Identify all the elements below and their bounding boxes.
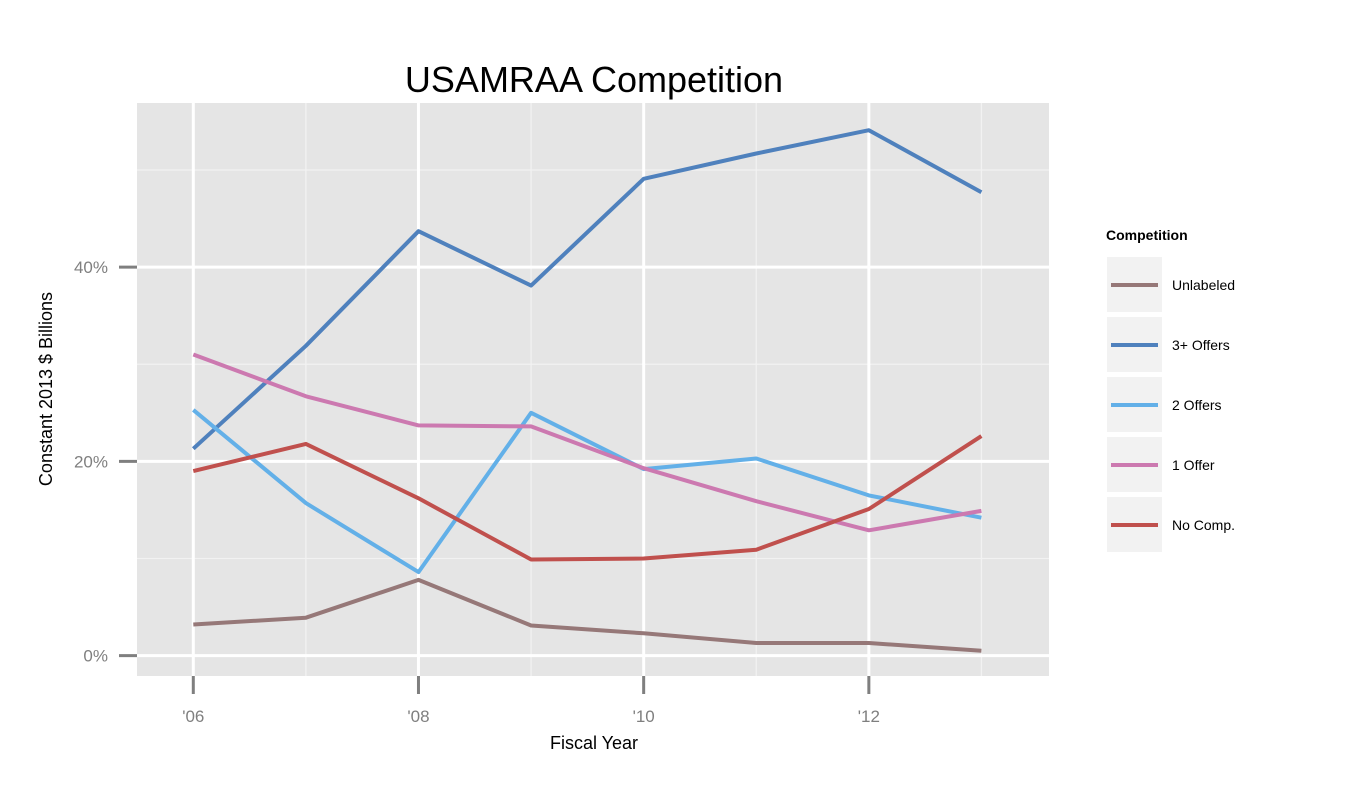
series-line-unlabeled bbox=[193, 577, 982, 653]
legend-label: 3+ Offers bbox=[1172, 337, 1230, 353]
x-tick-label: '10 bbox=[633, 707, 655, 726]
series-line-no-comp bbox=[192, 434, 983, 562]
y-tick-label: 0% bbox=[83, 647, 108, 666]
legend-title: Competition bbox=[1106, 227, 1188, 243]
legend-label: No Comp. bbox=[1172, 517, 1235, 533]
series-layer bbox=[191, 128, 983, 653]
series-line-1-offer bbox=[192, 352, 982, 533]
x-axis-label: Fiscal Year bbox=[550, 733, 638, 753]
grid-layer bbox=[137, 103, 1049, 676]
axis-layer: 0% 20% 40% '06 '08 '10 '12 bbox=[74, 258, 880, 726]
x-tick-label: '06 bbox=[182, 707, 204, 726]
y-tick-label: 20% bbox=[74, 452, 108, 471]
legend-items: Unlabeled 3+ Offers 2 Offers 1 Offer No Comp… bbox=[1107, 257, 1235, 552]
series-line-3-offers bbox=[191, 128, 983, 451]
legend-label: 2 Offers bbox=[1172, 397, 1222, 413]
x-tick-label: '12 bbox=[858, 707, 880, 726]
plot-panel bbox=[137, 103, 1049, 676]
legend-label: 1 Offer bbox=[1172, 457, 1215, 473]
legend-label: Unlabeled bbox=[1172, 277, 1235, 293]
x-tick-label: '08 bbox=[407, 707, 429, 726]
legend: Competition Unlabeled 3+ Offers 2 Offers 1 … bbox=[1106, 227, 1235, 552]
y-axis-label: Constant 2013 $ Billions bbox=[36, 292, 56, 486]
series-line-2-offers bbox=[192, 408, 982, 575]
y-tick-label: 40% bbox=[74, 258, 108, 277]
chart-title: USAMRAA Competition bbox=[405, 59, 783, 100]
